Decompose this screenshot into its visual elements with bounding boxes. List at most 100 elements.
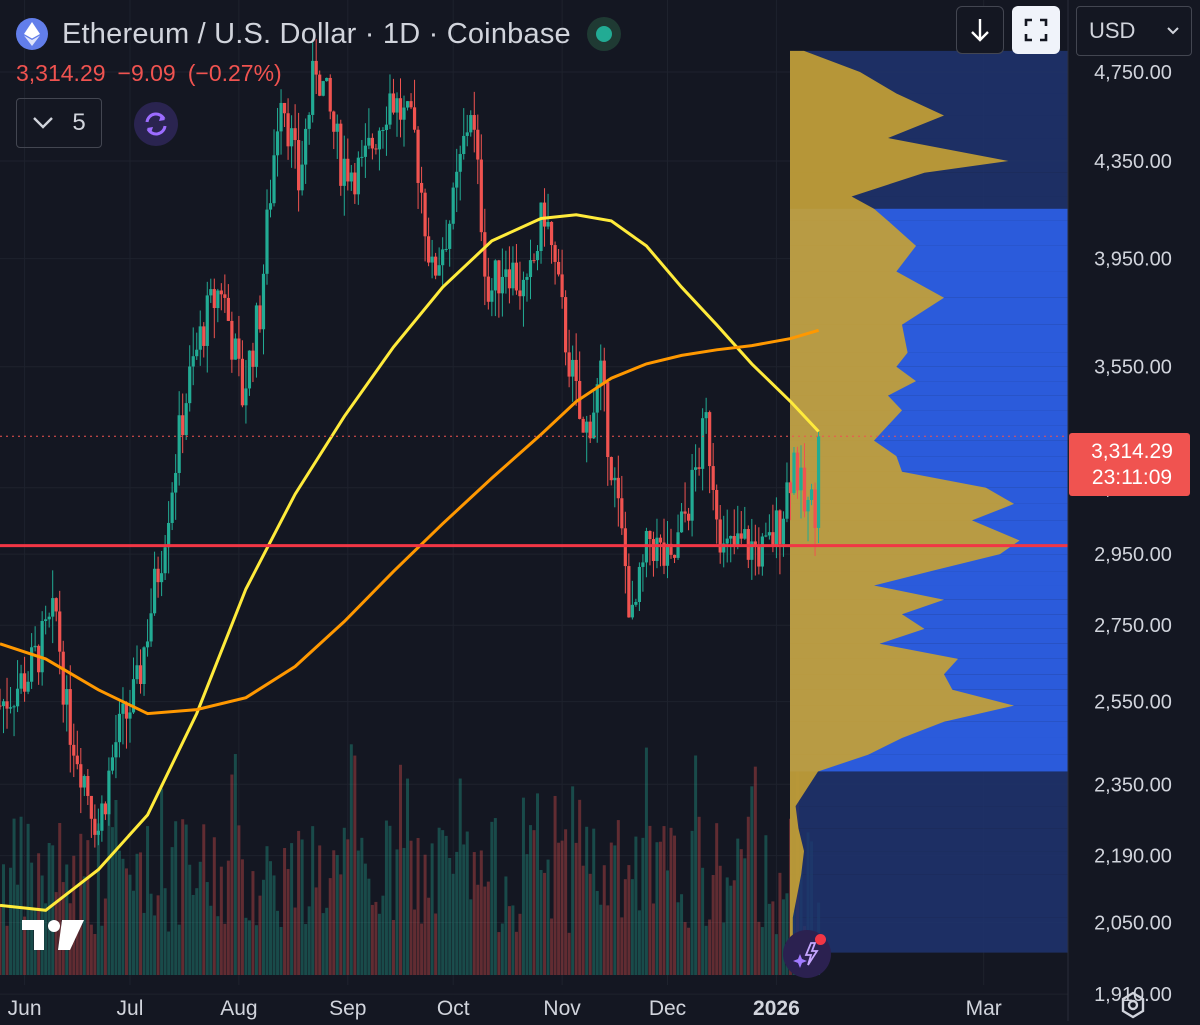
candlesticks[interactable] bbox=[0, 39, 821, 848]
candle-body bbox=[40, 620, 44, 673]
volume-bar bbox=[455, 851, 459, 975]
symbol-header[interactable]: Ethereum / U.S. Dollar · 1D · Coinbase bbox=[16, 14, 621, 54]
candle-body bbox=[216, 290, 220, 309]
volume-bar bbox=[767, 903, 771, 975]
volume-bar bbox=[16, 884, 20, 975]
tradingview-logo[interactable] bbox=[22, 918, 84, 957]
fullscreen-button[interactable] bbox=[1012, 6, 1060, 54]
volume-bar bbox=[37, 853, 41, 975]
candle-body bbox=[195, 349, 199, 357]
volume-bar bbox=[89, 924, 93, 975]
volume-bar bbox=[778, 872, 782, 975]
candle-body bbox=[648, 530, 652, 540]
volume-bar bbox=[54, 892, 58, 975]
candle-body bbox=[722, 543, 726, 553]
volume-bar bbox=[391, 920, 395, 975]
sync-button[interactable] bbox=[134, 102, 178, 146]
volume-profile-band bbox=[790, 851, 1068, 875]
candle-body bbox=[37, 645, 41, 673]
candle-body bbox=[388, 93, 392, 125]
volume-bar bbox=[725, 877, 729, 975]
indicators-toggle-button[interactable]: 5 bbox=[16, 98, 102, 148]
candle-body bbox=[472, 115, 476, 130]
current-price-label[interactable]: 3,314.29 23:11:09 bbox=[1069, 433, 1190, 496]
candle-body bbox=[325, 77, 329, 82]
assistant-button[interactable] bbox=[783, 930, 831, 978]
volume-bar bbox=[497, 932, 501, 975]
candle-body bbox=[353, 172, 357, 195]
candle-body bbox=[47, 616, 51, 620]
price-axis[interactable] bbox=[1067, 0, 1200, 1021]
candle-body bbox=[437, 265, 441, 276]
candle-body bbox=[556, 261, 561, 275]
candle-body bbox=[258, 305, 262, 330]
candle-body bbox=[514, 262, 519, 291]
volume-bar bbox=[406, 778, 410, 975]
volume-bar bbox=[209, 905, 213, 975]
volume-bar bbox=[718, 865, 722, 975]
volume-bar bbox=[325, 907, 329, 975]
settings-gear-icon[interactable] bbox=[1118, 990, 1148, 1025]
candle-body bbox=[177, 415, 181, 473]
candle-body bbox=[107, 770, 111, 815]
volume-bar bbox=[276, 910, 280, 975]
volume-bar bbox=[644, 747, 648, 975]
candle-body bbox=[19, 673, 23, 689]
candle-body bbox=[142, 647, 146, 685]
volume-bar bbox=[75, 930, 79, 975]
volume-bar bbox=[651, 903, 655, 975]
candle-body bbox=[799, 467, 803, 491]
volume-bar bbox=[103, 898, 107, 975]
candle-body bbox=[767, 532, 771, 536]
ethereum-icon bbox=[16, 18, 48, 50]
volume-bar bbox=[370, 904, 374, 975]
volume-bar bbox=[560, 840, 564, 975]
volume-bar bbox=[704, 925, 708, 975]
volume-bar bbox=[114, 799, 118, 975]
candle-body bbox=[145, 641, 150, 648]
candle-body bbox=[546, 221, 550, 227]
volume-profile-band bbox=[790, 874, 1068, 918]
volume-bar bbox=[500, 923, 504, 975]
volume-bar bbox=[532, 830, 536, 975]
candle-body bbox=[623, 528, 627, 567]
candle-body bbox=[240, 358, 245, 406]
candle-body bbox=[564, 297, 568, 353]
candle-body bbox=[103, 803, 107, 815]
volume-bar bbox=[156, 895, 160, 975]
candle-body bbox=[15, 688, 20, 707]
volume-bar bbox=[616, 820, 620, 975]
volume-bar bbox=[96, 823, 100, 975]
y-tick-label: 2,350.00 bbox=[1094, 774, 1172, 796]
volume-bar bbox=[680, 894, 684, 975]
candle-body bbox=[79, 764, 83, 788]
volume-bar bbox=[384, 820, 388, 975]
symbol-title[interactable]: Ethereum / U.S. Dollar · 1D · Coinbase bbox=[62, 17, 571, 50]
candle-body bbox=[532, 260, 536, 262]
volume-bar bbox=[746, 816, 750, 975]
candle-body bbox=[669, 543, 673, 555]
y-tick-label: 3,550.00 bbox=[1094, 357, 1172, 379]
volume-bar bbox=[511, 905, 515, 975]
candle-body bbox=[679, 511, 684, 533]
volume-bar bbox=[146, 826, 150, 975]
volume-bar bbox=[479, 850, 483, 975]
volume-bar bbox=[300, 839, 304, 975]
volume-profile-band bbox=[790, 50, 1068, 72]
candle-body bbox=[51, 598, 55, 617]
volume-bar bbox=[574, 842, 578, 975]
volume-bar bbox=[729, 885, 733, 975]
candle-body bbox=[68, 689, 72, 745]
download-button[interactable] bbox=[956, 6, 1004, 54]
volume-bar bbox=[444, 835, 448, 975]
candle-body bbox=[448, 223, 452, 249]
candle-body bbox=[314, 60, 318, 75]
volume-bar bbox=[697, 816, 701, 975]
volume-bar bbox=[732, 880, 736, 975]
candle-body bbox=[571, 359, 575, 377]
candle-body bbox=[441, 249, 445, 266]
currency-select[interactable]: USD bbox=[1076, 6, 1192, 56]
volume-bar bbox=[525, 854, 529, 975]
volume-bar bbox=[12, 818, 16, 975]
